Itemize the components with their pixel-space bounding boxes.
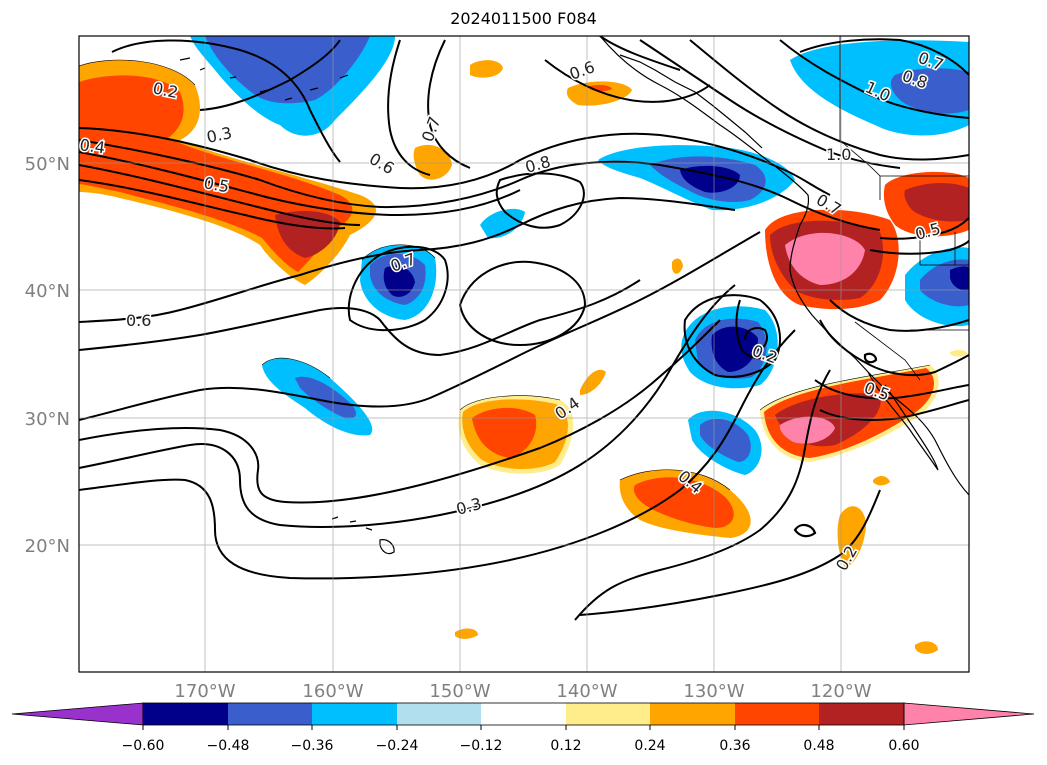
- longitude-labels: 170°W 160°W 150°W 140°W 130°W 120°W: [174, 681, 871, 702]
- gridlines: [79, 36, 969, 672]
- colorbar-extend-high: [903, 702, 1035, 726]
- colorbar-segment: [228, 703, 312, 725]
- map-frame: [78, 35, 970, 673]
- colorbar-tick-label: −0.36: [291, 738, 334, 754]
- latitude-labels: 20°N 30°N 40°N 50°N: [25, 154, 70, 557]
- thin-contour-lines: [79, 59, 931, 491]
- lat-label: 20°N: [25, 536, 70, 557]
- colorbar-segment: [566, 703, 650, 725]
- shaded-anomaly-fields: [79, 36, 969, 654]
- lat-label: 30°N: [25, 409, 70, 430]
- colorbar-segment: [143, 703, 228, 725]
- colorbar-tick-label: 0.60: [888, 738, 919, 754]
- colorbar-segment: [735, 703, 819, 725]
- contour-label: 0.6: [126, 311, 151, 330]
- colorbar-segment: [312, 703, 397, 725]
- lon-label: 130°W: [683, 681, 744, 702]
- lon-label: 140°W: [556, 681, 617, 702]
- colorbar-tick-label: 0.24: [634, 738, 665, 754]
- colorbar-tick-label: 0.36: [719, 738, 750, 754]
- lon-label: 150°W: [429, 681, 490, 702]
- colorbar-tick-label: −0.48: [207, 738, 250, 754]
- lat-label: 50°N: [25, 154, 70, 175]
- colorbar-tick-label: −0.12: [460, 738, 503, 754]
- colorbar-segment: [650, 703, 735, 725]
- contour-lines: [79, 36, 969, 621]
- map-title: 2024011500 F084: [450, 9, 597, 28]
- colorbar-segment: [481, 703, 566, 725]
- lon-label: 170°W: [174, 681, 235, 702]
- colorbar-segment: [397, 703, 481, 725]
- colorbar: −0.60 −0.48 −0.36 −0.24 −0.12 0.12 0.24 …: [11, 702, 1035, 754]
- contour-label: 0.4: [78, 135, 106, 157]
- colorbar-tick-label: 0.48: [803, 738, 834, 754]
- lon-label: 160°W: [302, 681, 363, 702]
- lon-label: 120°W: [810, 681, 871, 702]
- colorbar-segment: [819, 703, 904, 725]
- lat-label: 40°N: [25, 281, 70, 302]
- contour-label: 1.0: [826, 145, 851, 164]
- colorbar-tick-label: −0.24: [376, 738, 419, 754]
- colorbar-extend-low: [11, 702, 144, 726]
- colorbar-tick-label: −0.60: [122, 738, 165, 754]
- colorbar-tick-label: 0.12: [550, 738, 581, 754]
